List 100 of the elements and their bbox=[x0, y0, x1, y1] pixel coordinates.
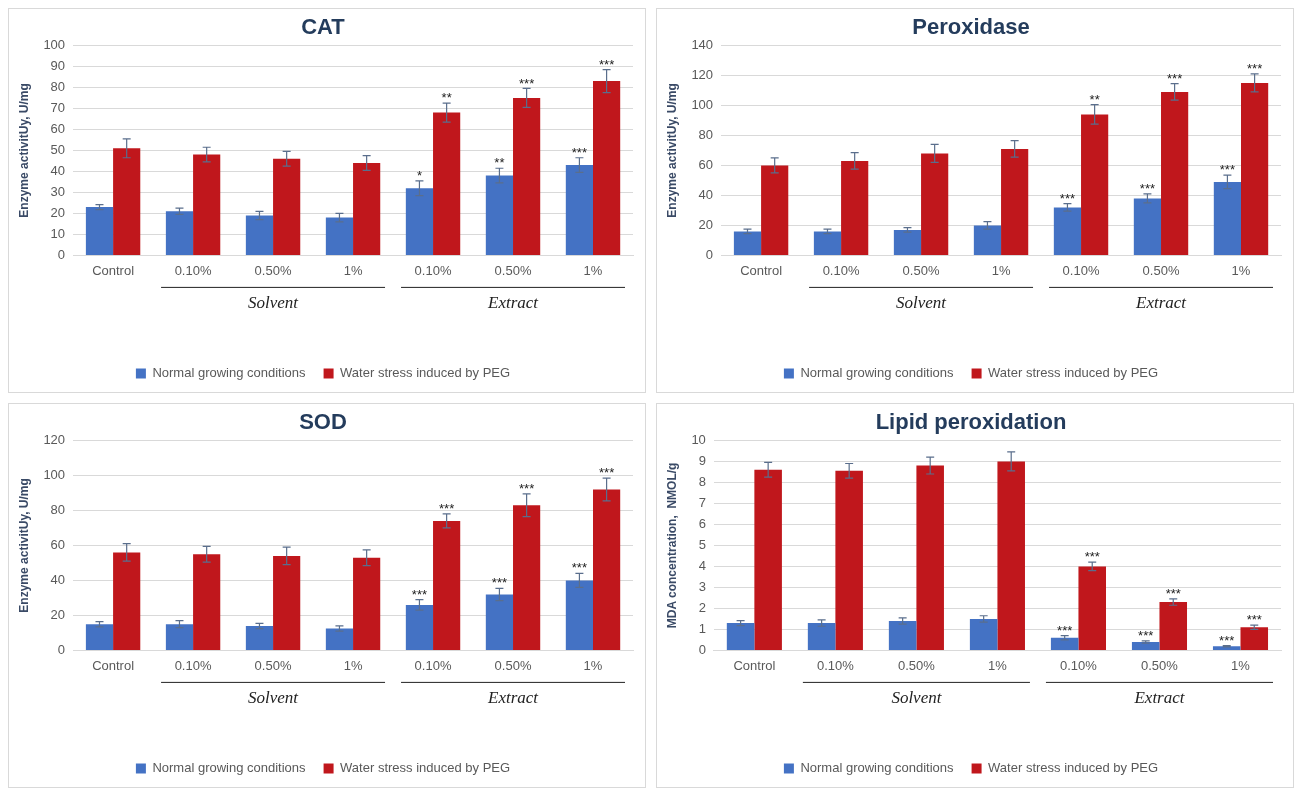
text: Solvent bbox=[891, 688, 943, 708]
y-tick-label: 1 bbox=[698, 620, 706, 636]
x-tick-label: 1% bbox=[583, 657, 603, 673]
text: Solvent bbox=[248, 293, 300, 313]
data-label: *** bbox=[1059, 190, 1076, 206]
y-tick-label: 70 bbox=[50, 99, 66, 115]
legend-label: Water stress induced by PEG bbox=[988, 365, 1159, 381]
y-tick-label: 140 bbox=[691, 36, 714, 52]
x-tick-label: 1% bbox=[1231, 657, 1251, 673]
y-tick-label: 5 bbox=[698, 536, 706, 552]
x-tick-label: 0.10% bbox=[1060, 657, 1098, 673]
y-axis-title: Enzyme activitUy, U/mg bbox=[664, 83, 679, 218]
y-tick-label: 0 bbox=[57, 246, 66, 262]
data-label: *** bbox=[571, 560, 587, 576]
y-tick-label: 100 bbox=[691, 96, 714, 112]
x-tick-label: 0.50% bbox=[902, 262, 940, 278]
data-label: *** bbox=[1165, 586, 1181, 602]
text: Solvent bbox=[896, 293, 948, 313]
x-tick-label: 0.50% bbox=[1141, 657, 1179, 673]
y-tick-label: 9 bbox=[698, 452, 706, 468]
data-label: *** bbox=[1167, 70, 1183, 86]
data-label: *** bbox=[491, 575, 508, 591]
x-tick-label: 0.10% bbox=[816, 657, 855, 673]
y-tick-label: 90 bbox=[50, 57, 66, 73]
x-tick-label: 0.10% bbox=[174, 657, 212, 673]
x-tick-label: 0.50% bbox=[254, 657, 292, 673]
data-label: ** bbox=[1089, 91, 1100, 107]
y-tick-label: 8 bbox=[698, 473, 706, 489]
data-label: *** bbox=[1057, 622, 1073, 638]
x-tick-label: 0.50% bbox=[494, 657, 532, 673]
x-tick-label: 1% bbox=[988, 657, 1008, 673]
text: Solvent bbox=[248, 688, 300, 708]
y-tick-label: 2 bbox=[698, 599, 706, 615]
y-tick-label: 40 bbox=[50, 162, 66, 178]
y-tick-label: 3 bbox=[698, 578, 706, 594]
y-tick-label: 0 bbox=[698, 641, 706, 657]
x-tick-label: 1% bbox=[1231, 262, 1251, 278]
x-tick-label: 0.10% bbox=[822, 262, 860, 278]
y-tick-label: 20 bbox=[698, 216, 714, 232]
text: Extract bbox=[487, 293, 540, 313]
y-tick-label: 120 bbox=[691, 66, 714, 82]
x-tick-label: 0.50% bbox=[897, 657, 936, 673]
y-axis-title: MDA concentration, NMOL/g bbox=[664, 462, 679, 629]
y-tick-label: 0 bbox=[57, 641, 66, 657]
chart-title: CAT bbox=[301, 14, 346, 40]
text: Extract bbox=[1133, 688, 1186, 708]
y-tick-label: 20 bbox=[50, 606, 66, 622]
data-label: *** bbox=[1219, 632, 1235, 648]
y-tick-label: 6 bbox=[698, 515, 706, 531]
text: Extract bbox=[487, 688, 540, 708]
y-tick-label: 40 bbox=[698, 186, 714, 202]
y-tick-label: 0 bbox=[705, 246, 714, 262]
x-tick-label: 0.50% bbox=[254, 262, 292, 278]
x-tick-label: Control bbox=[733, 657, 776, 673]
x-tick-label: 0.10% bbox=[414, 657, 452, 673]
legend-label: Water stress induced by PEG bbox=[340, 760, 511, 776]
x-tick-label: 1% bbox=[991, 262, 1011, 278]
text: Extract bbox=[1135, 293, 1188, 313]
data-label: * bbox=[416, 167, 422, 183]
legend-label: Normal growing conditions bbox=[152, 760, 307, 776]
y-axis-title: Enzyme activitUy, U/mg bbox=[16, 83, 31, 218]
chart-title: Peroxidase bbox=[912, 14, 1030, 40]
legend-label: Normal growing conditions bbox=[800, 760, 955, 776]
x-tick-label: Control bbox=[92, 262, 135, 278]
y-tick-label: 80 bbox=[698, 126, 714, 142]
data-label: ** bbox=[441, 90, 452, 106]
data-label: *** bbox=[1138, 628, 1154, 644]
y-axis-title: Enzyme activitUy, U/mg bbox=[16, 478, 31, 613]
legend-label: Normal growing conditions bbox=[800, 365, 955, 381]
data-label: *** bbox=[1139, 180, 1156, 196]
x-tick-label: 1% bbox=[343, 657, 363, 673]
data-label: *** bbox=[599, 56, 615, 72]
x-tick-label: Control bbox=[92, 657, 135, 673]
data-label: *** bbox=[1246, 612, 1262, 628]
y-tick-label: 7 bbox=[698, 494, 706, 510]
legend-label: Water stress induced by PEG bbox=[988, 760, 1159, 776]
y-tick-label: 80 bbox=[50, 78, 66, 94]
y-tick-label: 20 bbox=[50, 204, 66, 220]
y-tick-label: 10 bbox=[691, 431, 706, 447]
legend-label: Normal growing conditions bbox=[152, 365, 307, 381]
y-tick-label: 40 bbox=[50, 571, 66, 587]
x-tick-label: 0.50% bbox=[1142, 262, 1180, 278]
x-tick-label: 0.10% bbox=[1062, 262, 1100, 278]
chart-title: SOD bbox=[299, 409, 347, 435]
data-label: *** bbox=[1219, 162, 1235, 178]
x-tick-label: 0.50% bbox=[494, 262, 532, 278]
y-tick-label: 60 bbox=[698, 156, 714, 172]
y-tick-label: 50 bbox=[50, 141, 66, 157]
data-label: *** bbox=[1084, 549, 1100, 565]
data-label: *** bbox=[439, 500, 455, 516]
data-label: *** bbox=[519, 480, 535, 496]
y-tick-label: 60 bbox=[50, 536, 66, 552]
y-tick-label: 10 bbox=[50, 225, 66, 241]
legend-label: Water stress induced by PEG bbox=[340, 365, 511, 381]
y-tick-label: 4 bbox=[698, 557, 706, 573]
data-label: *** bbox=[411, 586, 428, 602]
y-tick-label: 100 bbox=[43, 36, 66, 52]
y-tick-label: 80 bbox=[50, 501, 66, 517]
data-label: *** bbox=[519, 75, 535, 91]
x-tick-label: 0.10% bbox=[414, 262, 452, 278]
